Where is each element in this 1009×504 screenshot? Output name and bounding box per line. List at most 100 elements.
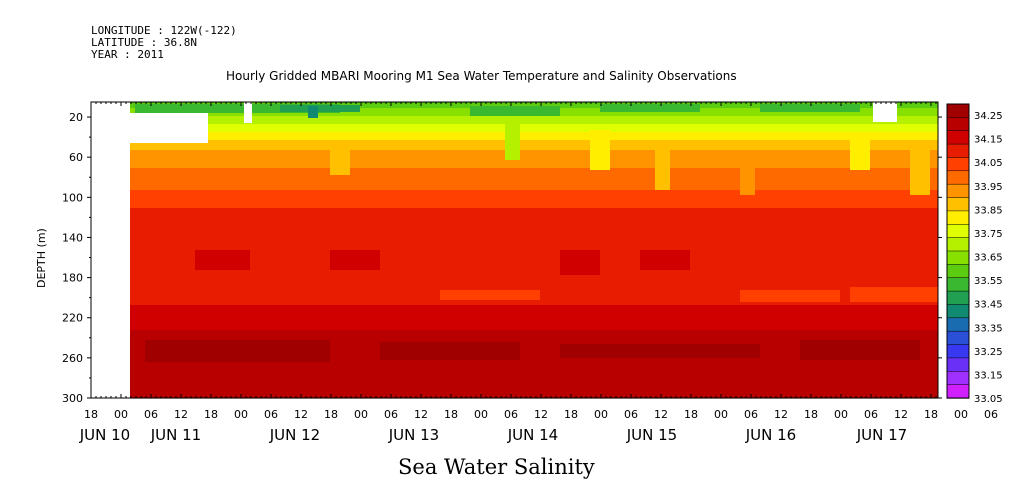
colorbar-swatch bbox=[946, 330, 970, 346]
x-hour-label: 00 bbox=[234, 408, 248, 421]
contour-patch bbox=[330, 150, 350, 175]
colorbar-label: 33.85 bbox=[974, 205, 1003, 216]
colorbar-swatch bbox=[946, 157, 970, 172]
salinity-band bbox=[130, 384, 938, 392]
colorbar-label: 33.05 bbox=[974, 394, 1003, 405]
contour-patch bbox=[330, 250, 380, 270]
x-hour-label: 00 bbox=[714, 408, 728, 421]
colorbar-label: 33.25 bbox=[974, 347, 1003, 358]
y-tick-label: 180 bbox=[62, 272, 83, 285]
contour-patch bbox=[740, 290, 840, 302]
contour-patch bbox=[850, 135, 870, 170]
colorbar-label: 34.25 bbox=[974, 111, 1003, 122]
x-hour-label: 18 bbox=[924, 408, 938, 421]
colorbar-swatch bbox=[946, 130, 970, 145]
contour-patch bbox=[910, 140, 930, 195]
contour-patch bbox=[135, 104, 340, 113]
x-day-label: JUN 13 bbox=[388, 426, 439, 444]
x-hour-label: 00 bbox=[354, 408, 368, 421]
x-day-label: JUN 10 bbox=[79, 426, 130, 444]
contour-patch bbox=[308, 106, 318, 118]
x-hour-label: 12 bbox=[654, 408, 668, 421]
colorbar-label: 33.45 bbox=[974, 300, 1003, 311]
missing-data bbox=[873, 102, 897, 122]
x-hour-label: 18 bbox=[204, 408, 218, 421]
x-hour-label: 00 bbox=[834, 408, 848, 421]
contour-patch bbox=[440, 290, 540, 300]
x-hour-label: 12 bbox=[174, 408, 188, 421]
salinity-band bbox=[130, 324, 938, 332]
x-day-label: JUN 14 bbox=[507, 426, 558, 444]
x-hour-label: 06 bbox=[984, 408, 998, 421]
y-tick-label: 20 bbox=[69, 111, 83, 124]
colorbar: 34.25 34.15 34.05 33.95 33.85 33.75 33.65 33.55… bbox=[946, 103, 1003, 405]
colorbar-swatch bbox=[946, 371, 970, 386]
x-hour-label: 12 bbox=[534, 408, 548, 421]
x-hour-label: 06 bbox=[384, 408, 398, 421]
x-hour-label: 00 bbox=[954, 408, 968, 421]
x-hour-label: 00 bbox=[114, 408, 128, 421]
contour-patch bbox=[380, 342, 520, 360]
missing-data bbox=[130, 113, 208, 143]
x-day-label: JUN 17 bbox=[856, 426, 907, 444]
chart-title: Hourly Gridded MBARI Mooring M1 Sea Wate… bbox=[226, 69, 737, 83]
contour-patch bbox=[800, 340, 920, 360]
contour-patch bbox=[590, 130, 610, 170]
x-hour-label: 12 bbox=[894, 408, 908, 421]
colorbar-frame bbox=[946, 103, 970, 399]
colorbar-label: 33.95 bbox=[974, 182, 1003, 193]
x-hour-label: 06 bbox=[144, 408, 158, 421]
year-label: YEAR : 2011 bbox=[91, 48, 164, 61]
x-hour-label: 06 bbox=[744, 408, 758, 421]
colorbar-swatch bbox=[946, 344, 970, 359]
x-hour-label: 06 bbox=[864, 408, 878, 421]
salinity-band bbox=[130, 391, 938, 399]
y-tick-label: 140 bbox=[62, 231, 83, 244]
longitude-label: LONGITUDE : 122W(-122) bbox=[91, 24, 237, 37]
plot-area bbox=[91, 102, 938, 399]
x-day-label: JUN 12 bbox=[269, 426, 320, 444]
x-day-label: JUN 11 bbox=[150, 426, 201, 444]
contour-patch bbox=[130, 116, 938, 124]
colorbar-swatch bbox=[946, 103, 970, 119]
contour-patch bbox=[505, 120, 520, 160]
missing-data bbox=[244, 102, 252, 123]
x-hour-label: 00 bbox=[474, 408, 488, 421]
colorbar-swatch bbox=[946, 210, 970, 225]
y-tick-label: 60 bbox=[69, 151, 83, 164]
salinity-band bbox=[130, 304, 938, 312]
contour-patch bbox=[760, 104, 860, 112]
x-hour-label: 12 bbox=[294, 408, 308, 421]
contour-patch bbox=[280, 105, 360, 112]
salinity-band bbox=[130, 317, 938, 326]
contour-patch bbox=[130, 102, 938, 108]
contour-patch bbox=[130, 168, 938, 190]
colorbar-swatch bbox=[946, 250, 970, 266]
colorbar-swatch bbox=[946, 264, 970, 279]
contour-patch bbox=[130, 132, 938, 140]
contour-patch bbox=[640, 250, 690, 270]
contour-patch bbox=[740, 150, 755, 195]
colorbar-swatch bbox=[946, 290, 970, 306]
colorbar-swatch bbox=[946, 197, 970, 212]
contour-patch bbox=[130, 140, 938, 150]
x-hour-label: 18 bbox=[564, 408, 578, 421]
contour-patch bbox=[850, 287, 938, 302]
contour-patch bbox=[600, 104, 700, 112]
x-day-label: JUN 15 bbox=[626, 426, 677, 444]
colorbar-swatch bbox=[946, 357, 970, 372]
colorbar-swatch bbox=[946, 317, 970, 332]
x-hour-label: 06 bbox=[504, 408, 518, 421]
salinity-band bbox=[130, 311, 938, 319]
plot-frame bbox=[90, 101, 939, 399]
contour-patch bbox=[560, 344, 760, 358]
colorbar-swatch bbox=[946, 384, 970, 399]
x-hour-label: 00 bbox=[594, 408, 608, 421]
x-hour-label: 18 bbox=[444, 408, 458, 421]
x-hour-label: 18 bbox=[84, 408, 98, 421]
contour-patch bbox=[470, 106, 560, 116]
latitude-label: LATITUDE : 36.8N bbox=[91, 36, 197, 49]
x-hour-label: 06 bbox=[264, 408, 278, 421]
